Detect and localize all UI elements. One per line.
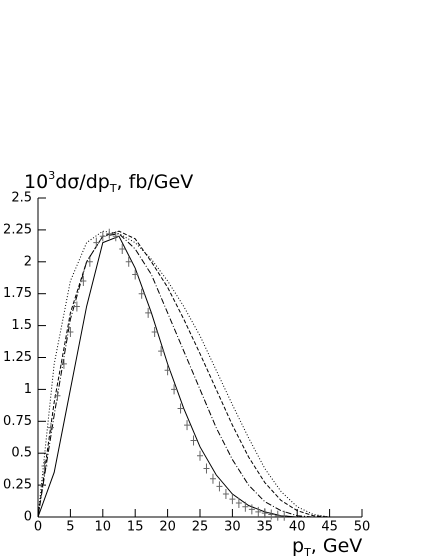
- data-point: [248, 504, 255, 515]
- x-tick-label: 0: [34, 520, 42, 535]
- data-point: [41, 460, 48, 471]
- data-point: [197, 450, 203, 461]
- data-point: [125, 256, 132, 267]
- data-point: [54, 390, 61, 401]
- x-tick-label: 15: [127, 520, 144, 535]
- x-tick-label: 35: [257, 520, 274, 535]
- x-tick-label: 20: [159, 520, 176, 535]
- data-point: [138, 288, 145, 299]
- data-point: [158, 346, 165, 357]
- data-point: [106, 228, 113, 239]
- data-point: [67, 326, 74, 337]
- xlabel-part: p: [292, 535, 304, 557]
- data-point: [73, 301, 80, 312]
- data-point: [47, 422, 54, 433]
- data-point: [93, 237, 100, 248]
- y-tick-label: 2.25: [3, 222, 32, 237]
- line-series: [37, 235, 298, 518]
- x-tick-label: 45: [321, 520, 338, 535]
- y-tick-label: 1.25: [3, 350, 32, 365]
- y-axis-label: 103dσ/dpT, fb/GeV: [24, 169, 193, 195]
- data-point: [203, 463, 210, 474]
- data-point: [229, 494, 236, 505]
- line-series: [37, 230, 330, 518]
- data-point: [281, 510, 288, 521]
- ylabel-part: T: [109, 182, 117, 195]
- data-point: [184, 420, 191, 431]
- x-tick-label: 25: [192, 520, 209, 535]
- data-point: [112, 231, 119, 242]
- y-tick-label: 0: [24, 510, 32, 525]
- line-series: [37, 230, 330, 518]
- x-tick-label: 50: [354, 520, 371, 535]
- data-point: [222, 489, 229, 500]
- x-tick-label: 40: [289, 520, 306, 535]
- x-tick-label: 5: [66, 520, 74, 535]
- y-tick-label: 2.5: [11, 191, 32, 206]
- y-tick-label: 0.75: [3, 414, 32, 429]
- data-point: [132, 269, 139, 280]
- data-point: [145, 307, 152, 318]
- data-point: [99, 231, 106, 242]
- y-tick-label: 1: [24, 382, 32, 397]
- x-axis-label: pT, GeV: [292, 535, 362, 557]
- x-tick-label: 10: [95, 520, 112, 535]
- line-series: [37, 233, 314, 518]
- y-tick-label: 1.75: [3, 286, 32, 301]
- y-tick-label: 0.25: [3, 478, 32, 493]
- data-point: [216, 481, 223, 492]
- y-tick-label: 2: [24, 254, 32, 269]
- xlabel-part: , GeV: [311, 535, 363, 557]
- ylabel-part: 10: [24, 171, 48, 193]
- y-tick-label: 1.5: [11, 318, 32, 333]
- data-point: [235, 497, 242, 508]
- data-point: [119, 244, 126, 255]
- xlabel-part: T: [303, 546, 311, 557]
- data-point: [209, 473, 216, 484]
- x-tick-label: 30: [224, 520, 241, 535]
- data-point: [151, 326, 158, 337]
- data-point: [60, 358, 67, 369]
- data-point: [255, 506, 262, 517]
- data-point: [268, 509, 275, 520]
- data-point: [80, 275, 87, 286]
- data-point: [274, 510, 281, 521]
- data-point: [177, 403, 184, 414]
- data-point: [86, 256, 93, 267]
- data-point: [261, 508, 268, 519]
- data-point: [190, 435, 197, 446]
- ylabel-part: dσ/dp: [55, 171, 110, 193]
- ylabel-part: , fb/GeV: [117, 171, 194, 193]
- ylabel-part: 3: [48, 169, 55, 182]
- y-tick-label: 0.5: [11, 446, 32, 461]
- data-point: [171, 384, 178, 395]
- data-point: [164, 365, 171, 376]
- data-point: [242, 501, 249, 512]
